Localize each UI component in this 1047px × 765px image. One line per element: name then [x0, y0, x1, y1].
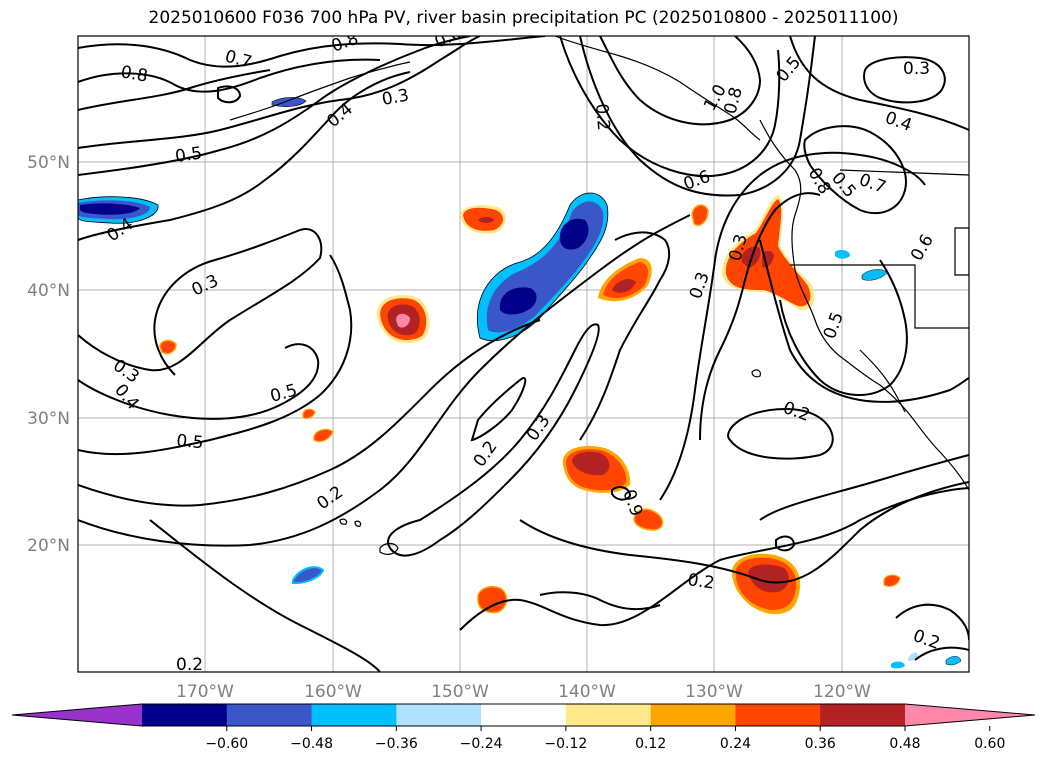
colorbar-tick-label: −0.36 [375, 736, 418, 752]
contour-label: 0.5 [174, 143, 204, 167]
colorbar-bin [565, 704, 652, 726]
colorbar-extend-max [905, 704, 1035, 726]
precip-area-redorange-15n [477, 586, 508, 614]
map-frame [77, 35, 970, 673]
lat-label-50n: 50°N [27, 153, 70, 173]
colorbar-tick-label: −0.60 [205, 736, 248, 752]
colorbar-outline [11, 703, 1036, 727]
precip-area-redorange-hawaii-2 [302, 408, 316, 419]
colorbar-tick-label: 0.48 [889, 736, 920, 752]
precip-area-blue-south [292, 566, 325, 585]
precip-area-cyan-mexico-2 [945, 656, 962, 666]
precip-area-cyan-mexico-1 [891, 661, 905, 669]
pv-contours [78, 36, 969, 672]
lat-label-40n: 40°N [27, 281, 70, 301]
map-title: 2025010600 F036 700 hPa PV, river basin … [148, 8, 899, 28]
colorbar-extend-min [12, 704, 142, 726]
colorbar-bin [311, 704, 397, 726]
contour-label: 0.3 [380, 86, 410, 110]
coastlines [229, 36, 969, 555]
lon-label-120w: 120°W [813, 682, 871, 702]
precip-area-darkred-26n [572, 451, 610, 476]
contour-label: 0.2 [591, 103, 613, 132]
precip-area-redorange-hawaii-1 [159, 339, 177, 355]
contour-label: 0.8 [119, 62, 149, 86]
colorbar-bin [481, 704, 567, 726]
colorbar-bin [226, 704, 313, 726]
colorbar-bin [142, 704, 228, 726]
colorbar-bin [820, 704, 906, 726]
colorbar-tick-label: −0.24 [460, 736, 503, 752]
lon-label-150w: 150°W [431, 682, 489, 702]
contour-label: 0.5 [176, 431, 205, 453]
lat-label-30n: 30°N [27, 409, 70, 429]
lon-label-140w: 140°W [558, 682, 616, 702]
lon-label-170w: 170°W [176, 682, 234, 702]
precip-area-redorange-mexico [883, 574, 901, 587]
precip-red-areas [159, 195, 901, 615]
precip-area-darkblue-west [80, 203, 140, 215]
contour-label: 0.2 [176, 655, 203, 675]
precip-area-redorange-130w [691, 204, 709, 226]
colorbar-tick-label: −0.48 [290, 736, 333, 752]
precip-area-cyan-ca-1 [835, 249, 850, 259]
contour-label: 0.3 [903, 59, 930, 79]
precip-area-darkred-140w [612, 279, 636, 293]
lon-label-130w: 130°W [685, 682, 743, 702]
colorbar-bin [396, 704, 482, 726]
colorbar-tick-label: 0.24 [720, 736, 751, 752]
lon-labels: 170°W 160°W 150°W 140°W 130°W 120°W [176, 682, 871, 702]
precip-area-darkred-north [478, 217, 494, 223]
precip-blue-areas [78, 97, 962, 669]
colorbar-bin [735, 704, 821, 726]
precip-area-aleutian [271, 97, 307, 107]
colorbar-tick-label: 0.60 [974, 736, 1005, 752]
precip-area-pink-mid [396, 313, 410, 328]
precip-area-redorange-22n [633, 508, 664, 531]
colorbar-tick-label: 0.36 [805, 736, 836, 752]
lon-label-160w: 160°W [304, 682, 362, 702]
precip-area-redorange-hawaii-3 [313, 428, 334, 443]
precip-area-darkred-17n [748, 564, 789, 593]
lat-labels: 50°N 40°N 30°N 20°N [27, 153, 70, 556]
colorbar-tick-label: −0.12 [544, 736, 587, 752]
colorbar-bin [650, 704, 736, 726]
contour-label: 0.2 [686, 570, 716, 594]
precip-area-darkblue-1 [499, 287, 537, 315]
lat-label-20n: 20°N [27, 536, 70, 556]
colorbar-tick-label: 0.12 [635, 736, 666, 752]
precip-area-darkblue-2 [559, 218, 589, 250]
colorbar: −0.60 −0.48 −0.36 −0.24 −0.12 0.12 0.24 0.36 0.4… [11, 703, 1036, 752]
